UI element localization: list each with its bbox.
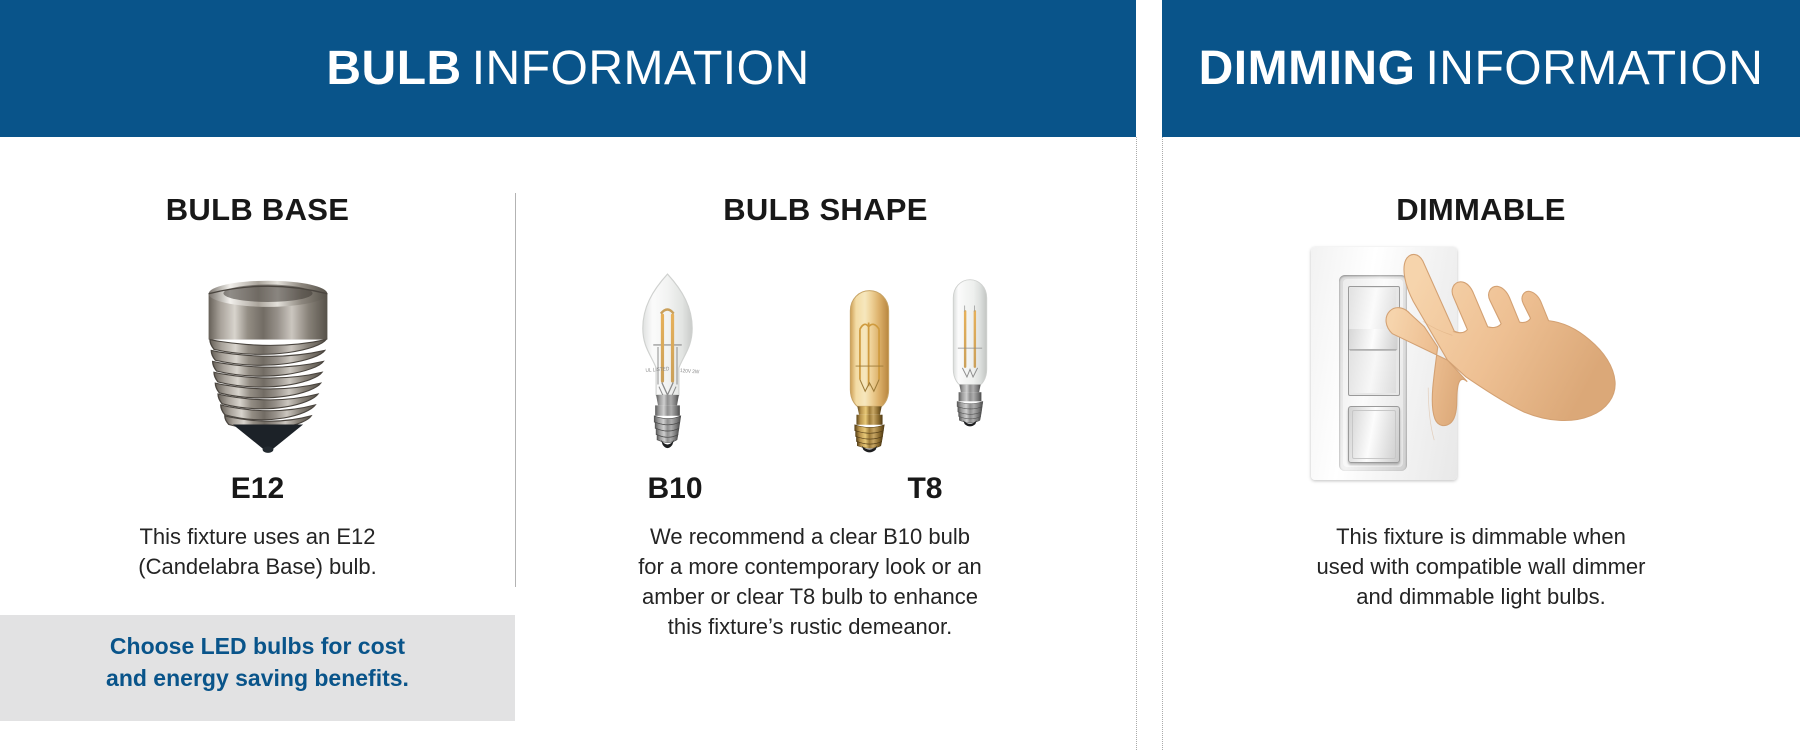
svg-text:120V 2W: 120V 2W (680, 368, 700, 376)
